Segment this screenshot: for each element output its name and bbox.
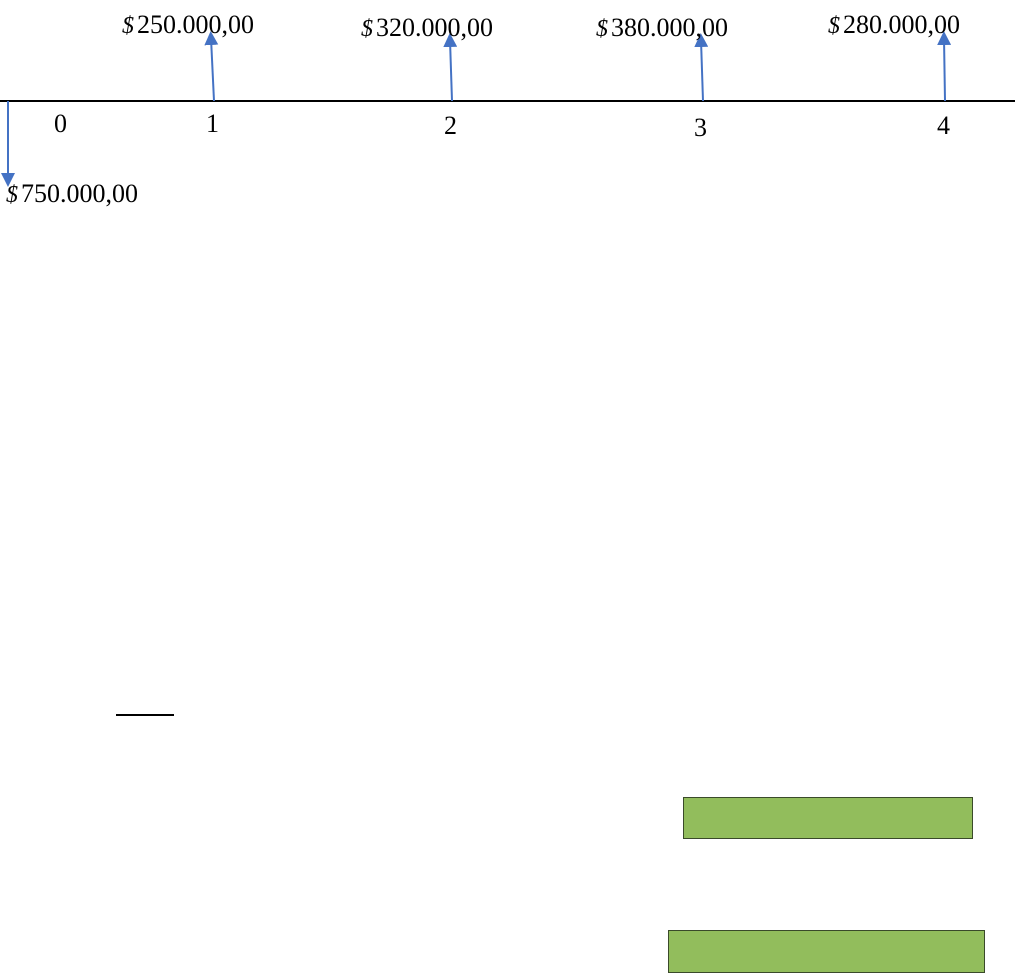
inflow-amount-2: $320.000,00 xyxy=(361,13,493,42)
inflow-value-4: 280.000,00 xyxy=(843,10,960,39)
inflow-arrow-1 xyxy=(204,31,219,102)
answer-box-1 xyxy=(683,797,973,839)
period-label-0: 0 xyxy=(54,109,67,138)
period-label-4: 4 xyxy=(937,111,950,140)
currency-symbol: $ xyxy=(6,182,18,208)
inflow-arrow-3 xyxy=(694,33,709,102)
inflow-value-2: 320.000,00 xyxy=(376,13,493,42)
inflow-arrow-2 xyxy=(443,33,458,102)
inflow-amount-3: $380.000,00 xyxy=(596,13,728,42)
fraction-bar xyxy=(116,714,174,716)
outflow-amount: $750.000,00 xyxy=(6,179,138,208)
answer-box-2 xyxy=(668,930,985,973)
period-label-2: 2 xyxy=(444,111,457,140)
inflow-amount-4: $280.000,00 xyxy=(828,10,960,39)
period-label-1: 1 xyxy=(206,109,219,138)
currency-symbol: $ xyxy=(596,16,608,42)
currency-symbol: $ xyxy=(122,13,134,39)
inflow-amount-1: $250.000,00 xyxy=(122,10,254,39)
outflow-value: 750.000,00 xyxy=(21,179,138,208)
inflow-value-1: 250.000,00 xyxy=(137,10,254,39)
period-label-3: 3 xyxy=(694,113,707,142)
currency-symbol: $ xyxy=(828,13,840,39)
inflow-value-3: 380.000,00 xyxy=(611,13,728,42)
inflow-arrow-4 xyxy=(937,31,952,102)
currency-symbol: $ xyxy=(361,16,373,42)
